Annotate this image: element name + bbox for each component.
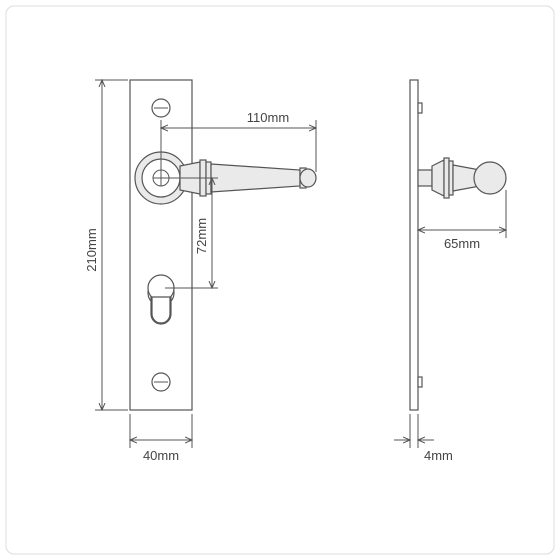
top-screw [152,99,170,117]
cylinder-hole [148,275,174,324]
label-handle-projection: 65mm [444,236,480,251]
label-handle-length: 110mm [247,110,289,125]
side-plate [410,80,418,410]
bottom-screw [152,373,170,391]
card-border [6,6,554,554]
label-center-to-cylinder: 72mm [194,218,209,254]
dimension-diagram: 210mm 40mm 110mm 72mm 4mm 65mm [0,0,560,560]
label-plate-height: 210mm [84,228,99,271]
label-side-depth: 4mm [424,448,453,463]
handle-end-ball [474,162,506,194]
label-plate-width: 40mm [143,448,179,463]
